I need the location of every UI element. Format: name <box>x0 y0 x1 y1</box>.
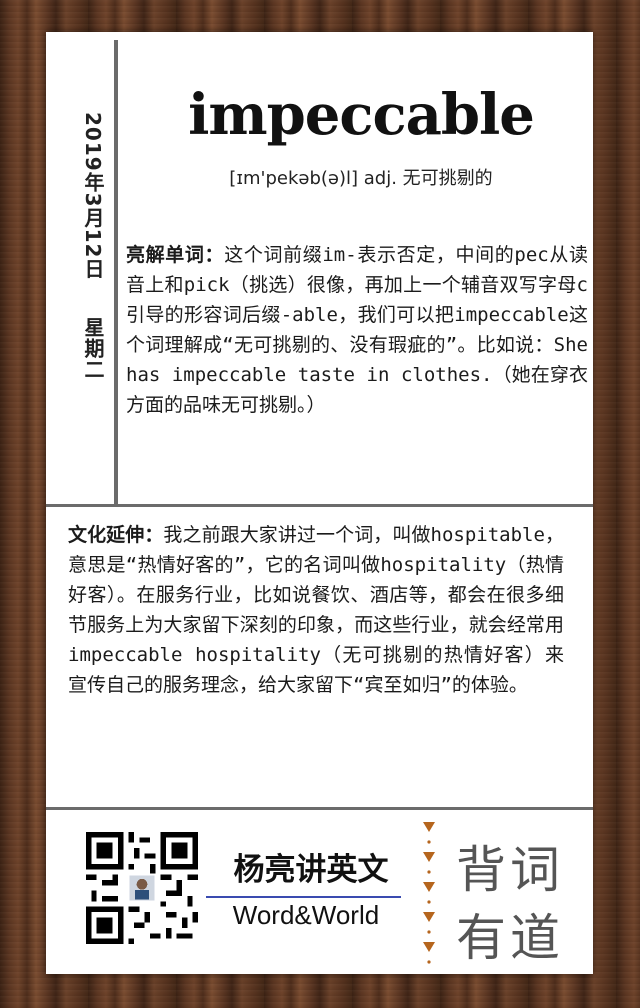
culture-paragraph: 文化延伸：我之前跟大家讲过一个词，叫做hospitable，意思是“热情好客的”… <box>68 520 564 700</box>
explanation-paragraph: 亮解单词：这个词前缀im-表示否定，中间的pec从读音上和pick（挑选）很像，… <box>126 240 588 420</box>
slogan-line-2: 有道 <box>456 909 564 967</box>
date-column: 2019年3月12日 星期二 <box>74 112 108 380</box>
divider-top <box>46 504 593 507</box>
headword: impeccable <box>188 82 535 148</box>
qr-code-icon <box>86 832 198 944</box>
divider-bottom <box>46 807 593 810</box>
weekday-text: 星期二 <box>81 317 105 381</box>
word-card: 2019年3月12日 星期二 impeccable [ɪm'pekəb(ə)l]… <box>46 32 593 974</box>
date-text: 2019年3月12日 <box>81 112 105 280</box>
decorative-chevrons-icon <box>423 822 435 964</box>
culture-text: 我之前跟大家讲过一个词，叫做hospitable，意思是“热情好客的”，它的名词… <box>68 524 564 696</box>
slogan-line-1: 背词 <box>456 841 564 899</box>
explanation-text: 这个词前缀im-表示否定，中间的pec从读音上和pick（挑选）很像，再加上一个… <box>126 244 588 416</box>
brand-underline <box>206 896 401 898</box>
brand-name-en: Word&World <box>232 900 380 930</box>
culture-label: 文化延伸： <box>68 524 164 546</box>
explanation-label: 亮解单词： <box>126 244 225 266</box>
brand-name-cn: 杨亮讲英文 <box>233 852 389 888</box>
vertical-divider <box>114 40 118 505</box>
pronunciation: [ɪm'pekəb(ə)l] adj. 无可挑剔的 <box>229 168 493 189</box>
